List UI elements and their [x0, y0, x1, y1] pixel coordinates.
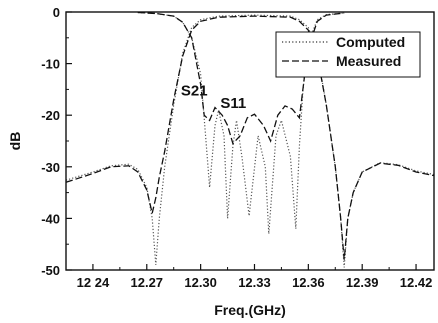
x-tick-label: 12.30	[184, 275, 217, 290]
annotations: S21 S11	[181, 83, 246, 112]
y-axis-label: dB	[7, 132, 23, 151]
x-axis-label: Freq.(GHz)	[214, 302, 286, 318]
x-tick-label: 12.42	[400, 275, 433, 290]
x-tick-label: 12.36	[292, 275, 325, 290]
y-tick-label: -30	[41, 160, 60, 175]
legend-label-measured: Measured	[336, 53, 401, 69]
series-lines	[65, 11, 435, 268]
series-s21-computed	[65, 14, 435, 268]
x-tick-label: 12.33	[238, 275, 271, 290]
x-axis: 12 24 12.27 12.30 12.33 12.36 12.39 12.42	[77, 264, 433, 290]
legend: Computed Measured	[275, 31, 421, 78]
y-tick-label: -50	[41, 263, 60, 278]
y-tick-label: 0	[53, 5, 60, 20]
y-axis: 0 -10 -20 -30 -40 -50	[41, 5, 72, 278]
legend-box	[275, 31, 421, 78]
y-tick-label: -10	[41, 57, 60, 72]
x-tick-label: 12 24	[77, 275, 110, 290]
y-tick-label: -20	[41, 108, 60, 123]
annotation-s21: S21	[181, 83, 208, 100]
annotation-s11: S11	[220, 95, 246, 112]
y-tick-label: -40	[41, 211, 60, 226]
x-tick-label: 12.39	[346, 275, 379, 290]
series-s21-measured	[65, 15, 435, 260]
x-tick-label: 12.27	[131, 275, 164, 290]
legend-label-computed: Computed	[336, 34, 405, 50]
series-s11-measured	[137, 11, 345, 145]
series-s11-computed	[137, 11, 345, 234]
